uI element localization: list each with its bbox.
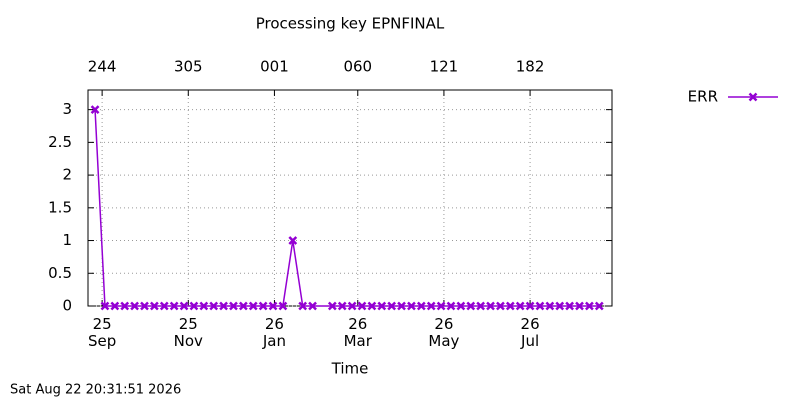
data-point — [416, 301, 426, 311]
data-point — [298, 301, 308, 311]
data-point — [565, 301, 575, 311]
plot-frame — [87, 89, 613, 307]
x-tick-label: 25 Nov — [173, 315, 203, 350]
data-point — [367, 301, 377, 311]
y-tick-label: 2.5 — [48, 133, 72, 151]
x2-tick-label: 001 — [260, 58, 289, 76]
data-point — [149, 301, 159, 311]
data-point — [476, 301, 486, 311]
data-point — [288, 236, 298, 245]
data-point — [555, 301, 565, 311]
x2-tick-label: 060 — [343, 58, 372, 76]
x-tick-label: 26 Mar — [343, 315, 372, 350]
data-point — [456, 301, 466, 311]
y-tick-label: 0 — [62, 297, 72, 315]
data-point — [585, 301, 594, 311]
y-tick-label: 0.5 — [48, 264, 72, 282]
data-point — [515, 301, 525, 311]
x-tick-label: 26 Jan — [262, 315, 286, 350]
x2-tick-label: 121 — [430, 58, 459, 76]
data-point — [140, 301, 149, 311]
data-point — [110, 301, 120, 311]
y-tick-label: 1 — [62, 231, 72, 249]
x2-tick-label: 244 — [88, 58, 117, 76]
data-point — [436, 301, 446, 311]
x-tick-label: 26 May — [428, 315, 460, 350]
y-tick-label: 2 — [62, 166, 72, 184]
data-point — [545, 301, 555, 311]
chart-title: Processing key EPNFINAL — [256, 15, 445, 33]
data-point — [525, 301, 535, 311]
data-point — [278, 301, 288, 311]
data-point — [347, 301, 357, 311]
data-point — [169, 301, 179, 311]
data-point — [407, 301, 416, 311]
series-line — [94, 109, 600, 307]
data-point — [575, 301, 584, 311]
data-point — [100, 301, 110, 311]
data-point — [594, 301, 604, 311]
data-point — [130, 301, 139, 311]
data-point — [268, 301, 278, 311]
data-point — [199, 301, 209, 311]
data-point — [327, 301, 337, 311]
data-point — [258, 301, 268, 311]
x-tick-label: 25 Sep — [87, 315, 117, 350]
data-point — [397, 301, 406, 311]
data-point — [179, 301, 189, 311]
data-point — [505, 301, 515, 311]
data-point — [486, 301, 495, 311]
data-point — [209, 301, 219, 311]
data-point — [189, 301, 199, 311]
data-point — [219, 301, 228, 311]
x2-tick-label: 182 — [516, 58, 545, 76]
data-point — [248, 301, 258, 311]
data-point — [238, 301, 248, 311]
data-point — [426, 301, 436, 311]
data-point — [377, 301, 387, 311]
data-point — [387, 301, 397, 311]
y-tick-label: 3 — [62, 100, 72, 118]
data-point — [90, 105, 100, 115]
legend-label: ERR — [688, 88, 718, 106]
data-point — [535, 301, 545, 311]
data-point — [159, 301, 169, 311]
data-point — [308, 301, 317, 311]
footer: Sat Aug 22 20:31:51 2026 — [10, 383, 181, 398]
x-axis-label: Time — [331, 360, 369, 378]
data-point — [120, 301, 130, 311]
x-tick-label: 26 Jul — [520, 315, 540, 350]
y-tick-label: 1.5 — [48, 198, 72, 216]
legend-marker — [748, 92, 758, 102]
data-point — [446, 301, 456, 311]
data-point — [357, 301, 367, 311]
x2-tick-label: 305 — [174, 58, 203, 76]
data-point — [496, 301, 505, 311]
data-point — [466, 301, 476, 311]
data-point — [337, 301, 347, 311]
data-point — [229, 301, 238, 311]
